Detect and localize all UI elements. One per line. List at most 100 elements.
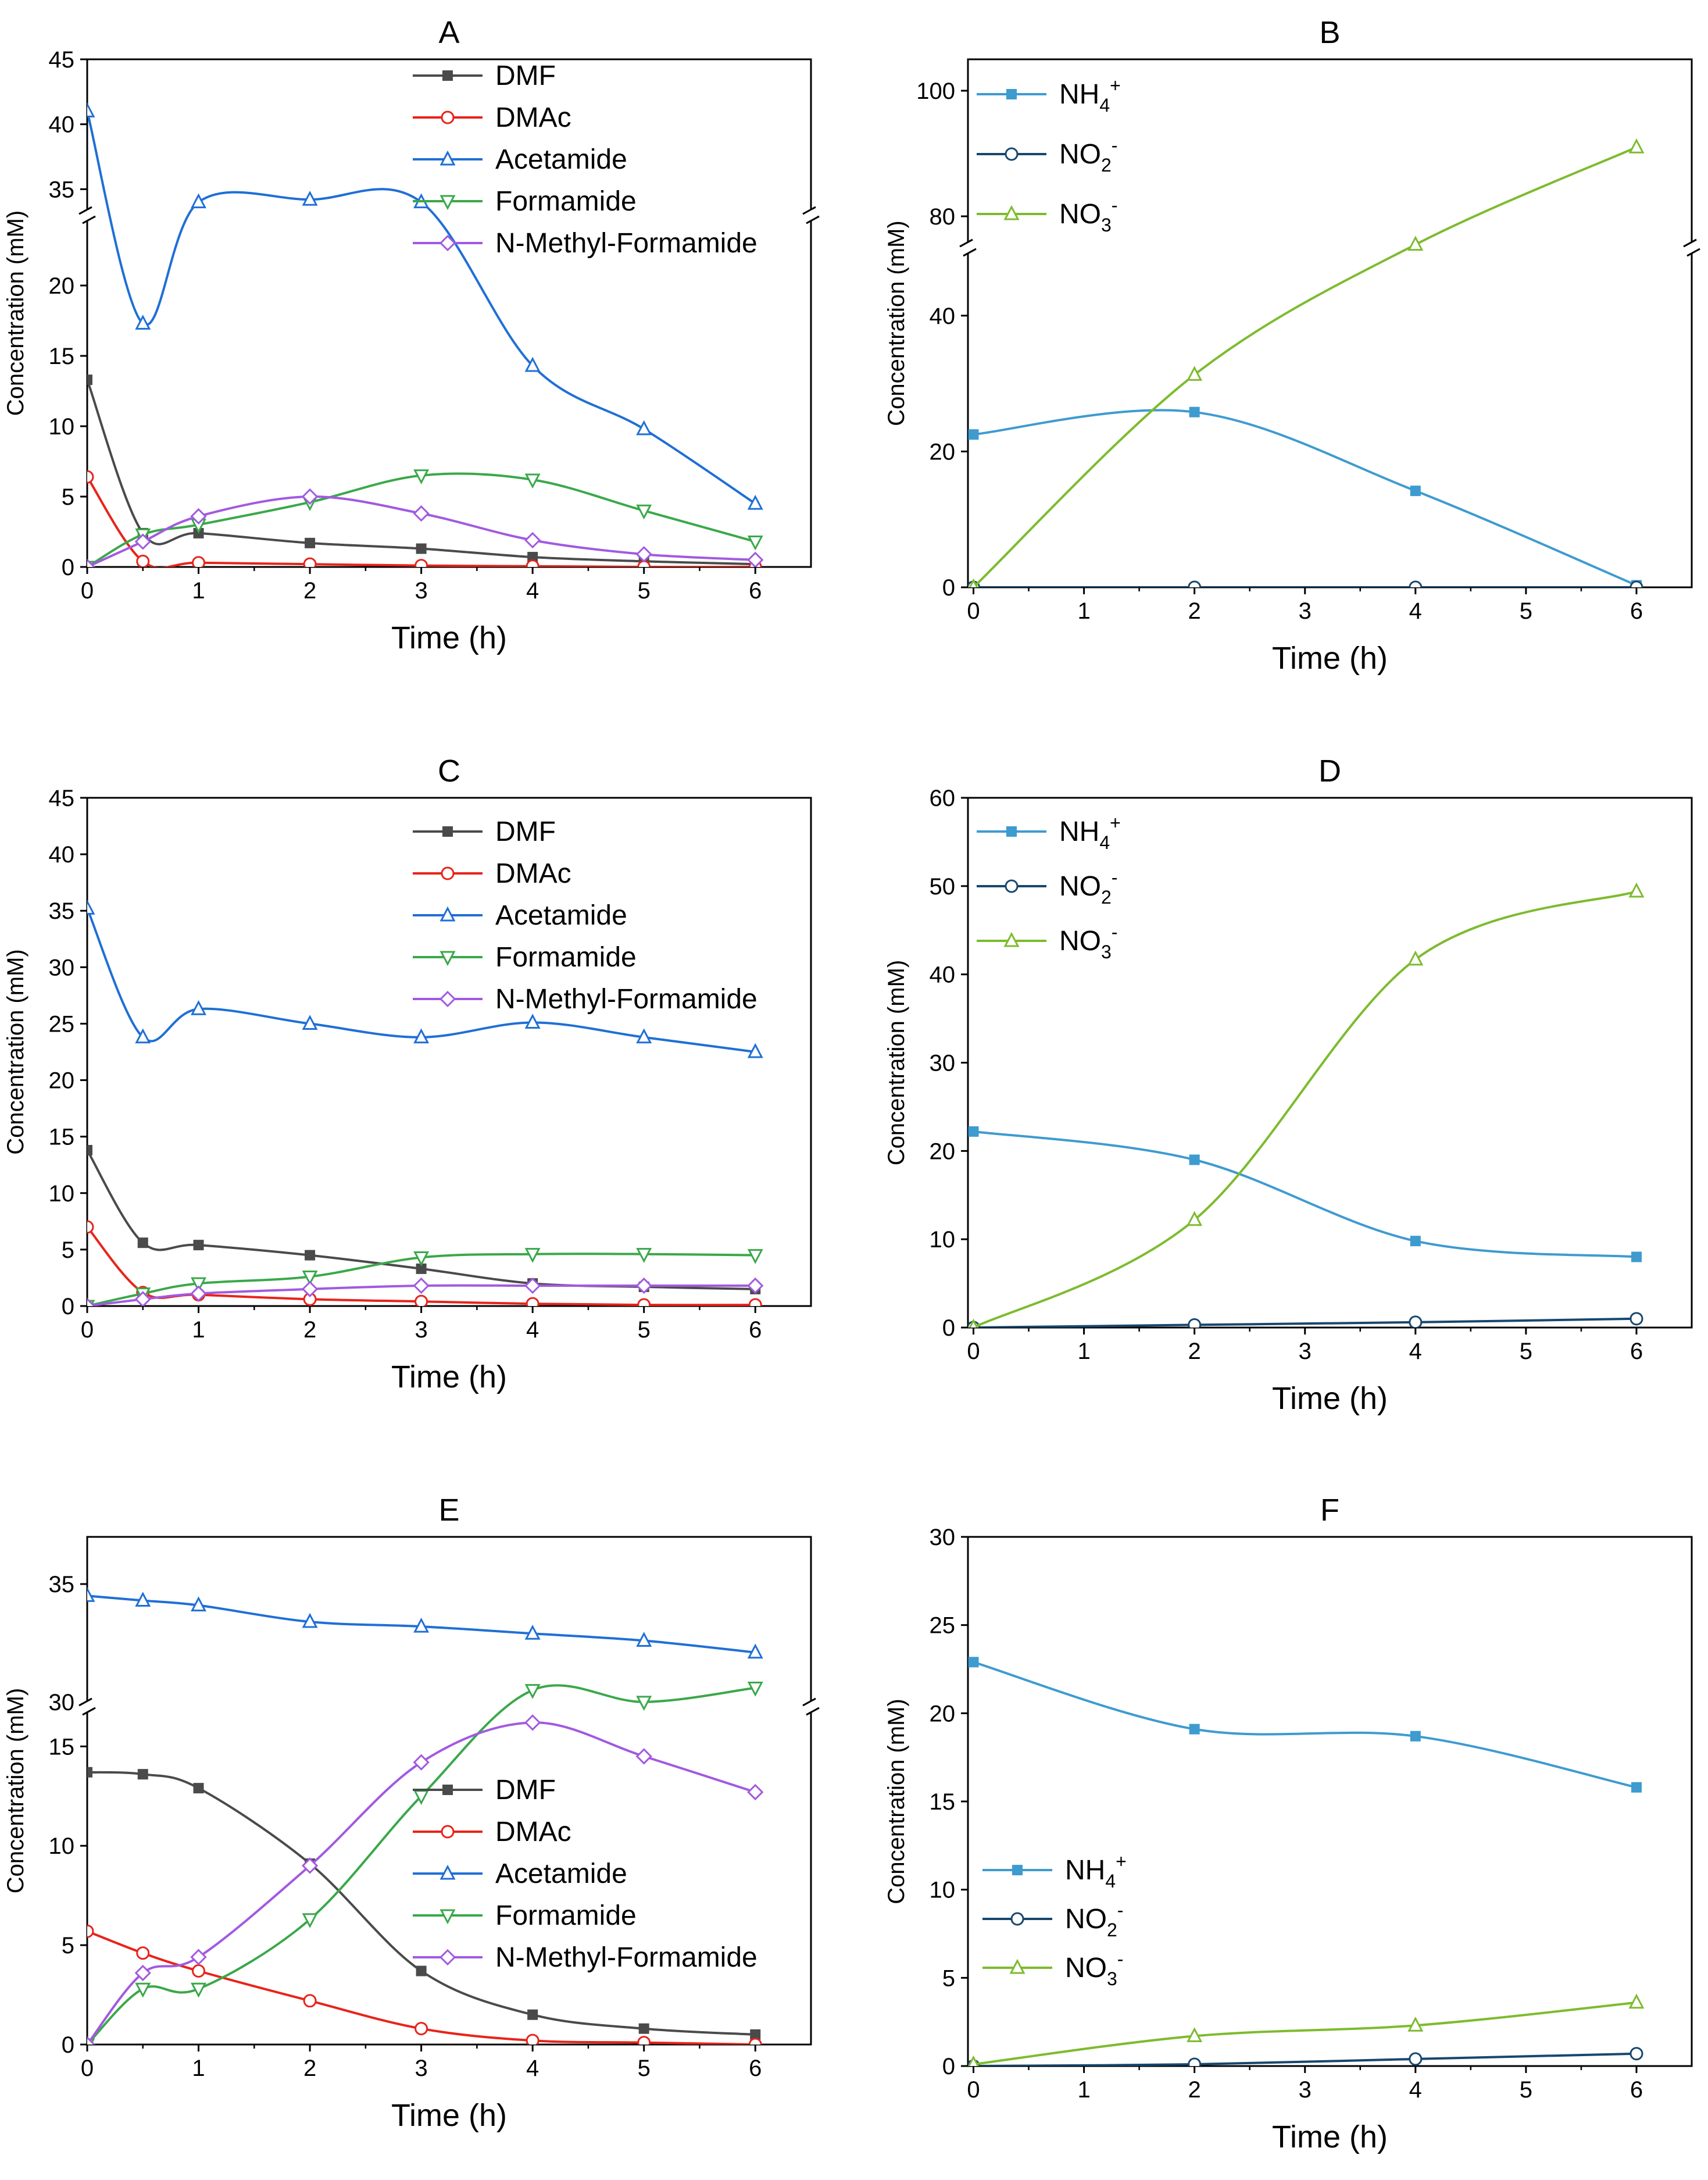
y-tick-label: 0: [62, 555, 74, 580]
legend-marker: [439, 990, 456, 1008]
axis-break-gap: [79, 1701, 95, 1712]
data-point: [747, 1277, 764, 1294]
legend-marker: [442, 826, 453, 837]
x-tick-label: 2: [303, 578, 316, 604]
data-point: [526, 559, 539, 567]
legend-label: DMAc: [495, 858, 571, 889]
data-point: [524, 1277, 541, 1294]
y-tick-label: 0: [942, 575, 955, 601]
x-tick-label: 5: [1520, 2077, 1532, 2103]
y-tick-label: 100: [916, 79, 955, 104]
x-axis-label: Time (h): [391, 2098, 507, 2133]
data-point: [192, 1964, 206, 1978]
y-axis-label: Concentration (mM): [884, 960, 909, 1165]
data-point: [415, 1294, 428, 1306]
data-point: [1188, 1318, 1202, 1328]
data-point: [87, 1587, 95, 1602]
axis-break-gap: [960, 242, 976, 254]
series-line: [87, 1721, 756, 2045]
axis-break-mark: [806, 215, 820, 224]
y-tick-label: 20: [930, 1139, 956, 1164]
legend-marker: [439, 951, 456, 966]
data-point: [1407, 236, 1424, 251]
data-point: [301, 1857, 319, 1874]
y-tick-label: 0: [62, 2032, 74, 2058]
series-line: [973, 146, 1637, 587]
legend-marker: [1010, 1912, 1024, 1926]
legend-label: DMF: [495, 816, 556, 847]
axes-frame: [967, 1536, 1693, 2067]
series-line: [973, 1317, 1637, 1328]
legend-label: NH4+: [1059, 812, 1121, 853]
y-axis-label: Concentration (mM): [884, 220, 909, 426]
data-point: [1189, 406, 1200, 418]
series-line: [87, 1226, 756, 1306]
x-tick-label: 5: [638, 2056, 651, 2081]
data-point: [747, 1682, 763, 1697]
y-tick-label: 0: [62, 1294, 74, 1319]
data-point: [134, 1964, 151, 1982]
data-point: [747, 494, 763, 510]
data-point: [191, 193, 207, 209]
x-axis-label: Time (h): [1272, 2120, 1388, 2154]
y-tick-label: 10: [49, 414, 75, 440]
data-point: [413, 1754, 430, 1771]
data-point: [750, 2029, 761, 2040]
y-tick-label: 30: [49, 1690, 75, 1715]
data-point: [637, 1298, 651, 1306]
data-point: [747, 1643, 763, 1659]
data-point: [301, 1280, 319, 1297]
legend-label: DMF: [495, 60, 556, 91]
x-tick-label: 3: [415, 1317, 427, 1343]
y-tick-label: 10: [49, 1181, 75, 1207]
axis-break-mark: [82, 1707, 96, 1716]
y-tick-label: 15: [49, 344, 75, 369]
legend-label: N-Methyl-Formamide: [495, 228, 757, 259]
y-tick-label: 35: [49, 177, 75, 202]
legend-marker: [1003, 205, 1020, 220]
x-tick-label: 5: [638, 1317, 651, 1343]
data-point: [526, 1297, 539, 1306]
panel-title: E: [438, 1493, 459, 1528]
data-point: [191, 1982, 207, 1998]
legend: NH4+ NO2- NO3-: [977, 75, 1121, 236]
data-point: [1407, 950, 1424, 966]
y-axis-label: Concentration (mM): [3, 1688, 28, 1893]
legend-label: NH4+: [1065, 1851, 1127, 1892]
legend-marker: [439, 1909, 456, 1925]
y-tick-label: 40: [49, 112, 75, 138]
y-tick-label: 10: [49, 1833, 75, 1859]
y-tick-label: 30: [49, 955, 75, 980]
data-point: [305, 537, 316, 548]
x-tick-label: 2: [1188, 1339, 1201, 1364]
panel-title: F: [1320, 1493, 1339, 1528]
data-point: [747, 1249, 763, 1264]
data-point: [524, 1684, 541, 1699]
x-tick-label: 4: [526, 1317, 539, 1343]
data-point: [191, 1000, 207, 1015]
legend-marker: [439, 195, 456, 210]
x-axis-label: Time (h): [1272, 1381, 1388, 1416]
y-tick-label: 20: [49, 1068, 75, 1094]
data-point: [301, 488, 319, 505]
data-point: [1409, 580, 1423, 587]
data-point: [524, 1714, 541, 1731]
data-point: [87, 558, 96, 567]
data-point: [747, 1043, 763, 1058]
x-tick-label: 1: [192, 1317, 205, 1343]
y-tick-label: 35: [49, 898, 75, 924]
legend-label: Formamide: [495, 942, 637, 973]
y-tick-label: 80: [930, 204, 956, 230]
x-tick-label: 6: [749, 1317, 762, 1343]
legend-label: N-Methyl-Formamide: [495, 1942, 757, 1973]
data-point: [415, 2022, 428, 2036]
legend-label: DMF: [495, 1775, 556, 1806]
panel-title: D: [1318, 754, 1341, 788]
y-tick-label: 5: [62, 484, 74, 510]
series-line: [973, 890, 1637, 1328]
y-tick-label: 20: [930, 1701, 956, 1726]
legend-label: NO2-: [1059, 867, 1117, 908]
data-point: [302, 1913, 318, 1928]
